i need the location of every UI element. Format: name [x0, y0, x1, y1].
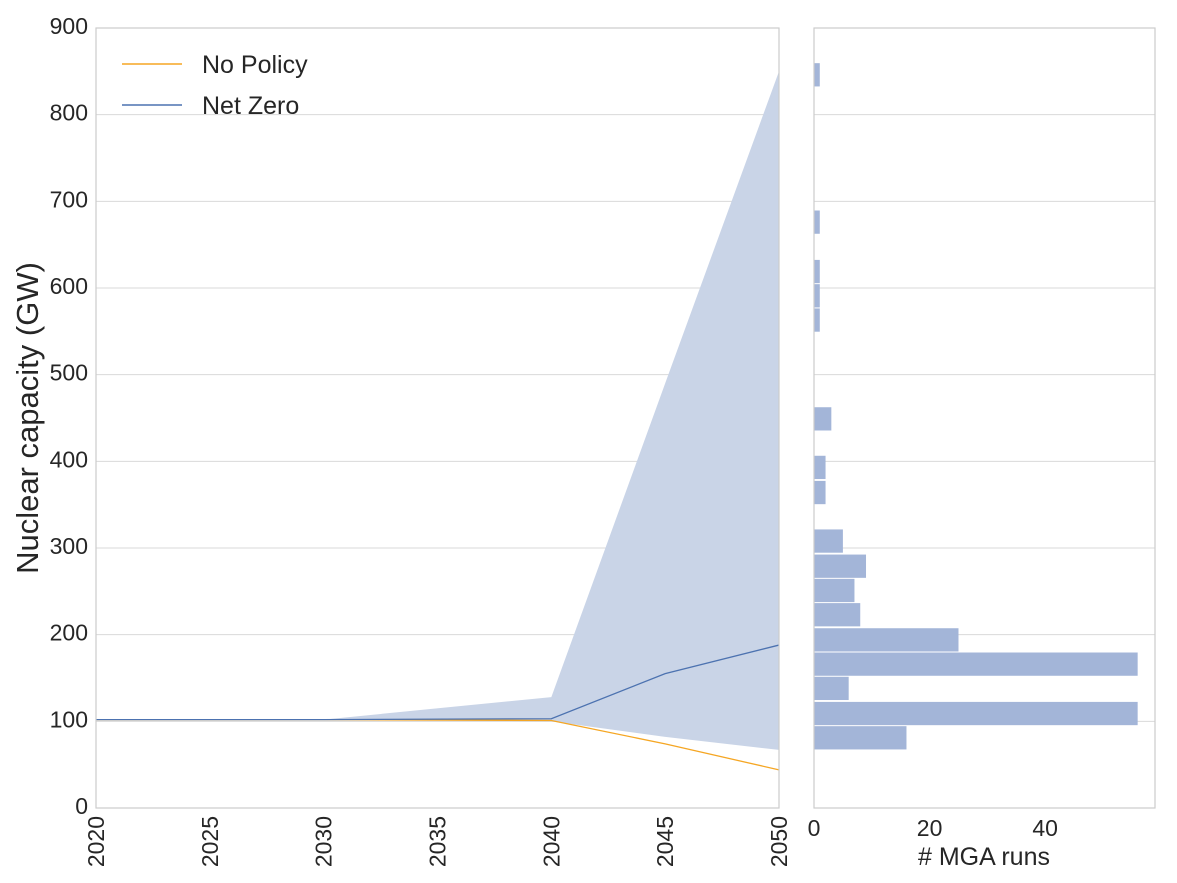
hist-x-tick-label-20: 20 [917, 815, 943, 841]
histogram-bar-3 [814, 652, 1138, 676]
legend: No Policy Net Zero [122, 51, 308, 120]
histogram-bar-12 [814, 308, 820, 332]
histogram-bar-5 [814, 603, 861, 627]
y-tick-label-300: 300 [50, 533, 88, 559]
y-tick-label-900: 900 [50, 13, 88, 39]
histogram-bar-11 [814, 407, 832, 431]
histogram-bar-6 [814, 578, 855, 603]
y-tick-label-0: 0 [75, 793, 88, 819]
histogram-bar-9 [814, 480, 826, 505]
histogram-bar-14 [814, 259, 820, 284]
x-tick-label-2020: 2020 [83, 816, 109, 867]
histogram-bar-8 [814, 529, 843, 553]
y-tick-label-500: 500 [50, 360, 88, 386]
series-line-net-zero [96, 644, 780, 721]
histogram-bar-1 [814, 701, 1138, 726]
x-tick-label-2040: 2040 [538, 816, 564, 867]
y-tick-label-600: 600 [50, 273, 88, 299]
legend-label-no-policy: No Policy [202, 51, 308, 79]
histogram-bar-2 [814, 676, 849, 701]
y-tick-label-400: 400 [50, 446, 88, 472]
x-tick-label-2050: 2050 [766, 816, 792, 867]
left-plot-frame [95, 27, 780, 809]
histogram-bar-0 [814, 726, 907, 750]
left-x-tick-labels: 2020 2025 2030 2035 2040 2045 2050 [83, 816, 792, 867]
y-tick-label-800: 800 [50, 100, 88, 126]
legend-label-net-zero: Net Zero [202, 92, 299, 120]
x-tick-label-2045: 2045 [652, 816, 678, 867]
histogram-bar-4 [814, 628, 959, 652]
hist-x-tick-label-0: 0 [808, 815, 821, 841]
y-tick-label-200: 200 [50, 620, 88, 646]
y-axis-label: Nuclear capacity (GW) [10, 262, 45, 574]
histogram-bar-10 [814, 455, 826, 480]
y-tick-label-700: 700 [50, 186, 88, 212]
left-y-tick-labels: 0 100 200 300 400 500 600 700 800 900 [50, 13, 88, 819]
histogram-bar-7 [814, 554, 867, 578]
right-gridlines [814, 27, 1155, 809]
right-x-tick-labels: 0 20 40 [808, 815, 1058, 841]
right-plot-frame [813, 27, 1156, 809]
hist-x-tick-label-40: 40 [1032, 815, 1058, 841]
net-zero-uncertainty-band [96, 71, 779, 750]
histogram-bars [814, 63, 1138, 750]
x-axis-label-mga-runs: # MGA runs [918, 843, 1050, 871]
histogram-bar-13 [814, 284, 820, 308]
x-tick-label-2030: 2030 [311, 816, 337, 867]
y-tick-label-100: 100 [50, 706, 88, 732]
x-tick-label-2025: 2025 [197, 816, 223, 867]
x-tick-label-2035: 2035 [425, 816, 451, 867]
histogram-bar-15 [814, 210, 820, 234]
histogram-bar-16 [814, 63, 820, 87]
